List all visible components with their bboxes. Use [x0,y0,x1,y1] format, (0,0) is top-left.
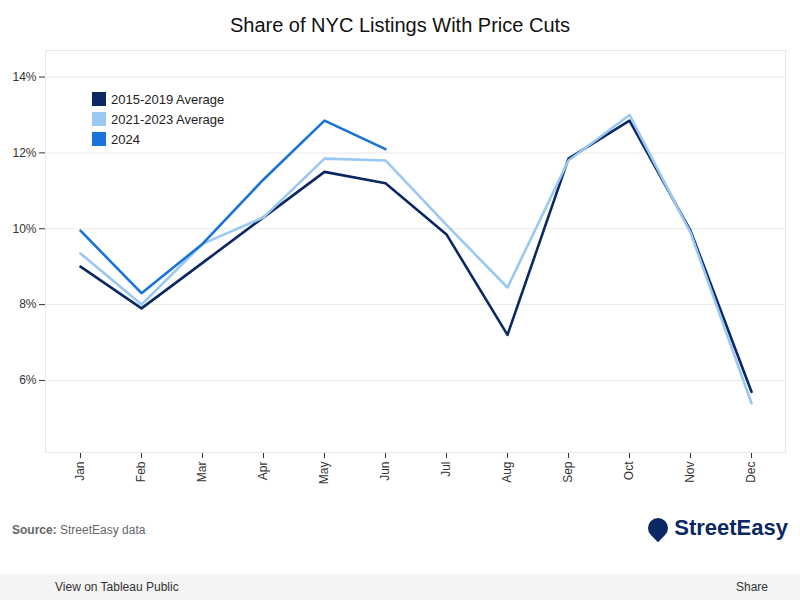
svg-text:Jan: Jan [73,462,87,481]
svg-text:Jul: Jul [439,462,453,477]
svg-text:14%: 14% [12,70,36,84]
svg-text:Mar: Mar [195,462,209,483]
svg-text:Nov: Nov [683,462,697,483]
html-text:StreetEasy: StreetEasy [674,515,788,540]
html-text:Share of NYC Listings With Pri: Share of NYC Listings With Price Cuts [229,14,571,36]
svg-text:Feb: Feb [134,461,148,482]
html-text:2024: 2024 [111,131,140,147]
svg-text:Jun: Jun [378,462,392,481]
svg-text:Oct: Oct [622,461,636,480]
svg-text:Apr: Apr [256,462,270,481]
svg-text:Aug: Aug [500,462,514,483]
html-text:2015-2019 Average: 2015-2019 Average [111,91,225,107]
svg-text:12%: 12% [12,146,36,160]
svg-text:10%: 10% [12,222,36,236]
html-text:Share: Share [736,580,768,594]
html-text:2021-2023 Average: 2021-2023 Average [111,111,225,127]
html-text:Source: StreetEasy data: Source: StreetEasy data [12,523,146,537]
svg-text:6%: 6% [19,373,37,387]
svg-text:8%: 8% [19,297,37,311]
html-text:View on Tableau Public: View on Tableau Public [55,580,179,594]
svg-text:May: May [317,462,331,485]
svg-text:Sep: Sep [561,461,575,483]
svg-text:Dec: Dec [744,462,758,483]
